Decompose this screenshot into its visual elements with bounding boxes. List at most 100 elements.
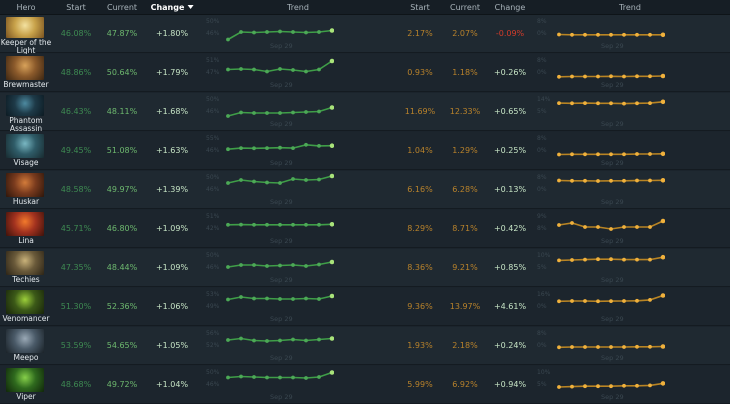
pick-trend-point[interactable] xyxy=(648,344,652,349)
win-trend-point[interactable] xyxy=(278,375,282,380)
pick-trend-point[interactable] xyxy=(660,293,665,298)
win-rate-trend-chart[interactable]: 50% 46% Sep 29 xyxy=(206,15,334,52)
pick-trend-point[interactable] xyxy=(596,384,600,389)
win-rate-trend-chart[interactable]: 53% 49% Sep 29 xyxy=(206,288,334,325)
pick-trend-point[interactable] xyxy=(622,152,626,157)
win-trend-point[interactable] xyxy=(329,222,334,227)
pick-trend-point[interactable] xyxy=(660,344,665,349)
win-trend-point[interactable] xyxy=(226,181,230,185)
pick-trend-point[interactable] xyxy=(660,99,665,105)
pick-trend-point[interactable] xyxy=(660,254,665,260)
pick-trend-point[interactable] xyxy=(622,383,626,388)
pick-trend-point[interactable] xyxy=(660,32,665,38)
hero-name[interactable]: Techies xyxy=(12,275,40,284)
pick-rate-trend-chart[interactable]: 16% 0% Sep 29 xyxy=(537,288,665,325)
pick-trend-point[interactable] xyxy=(596,225,600,229)
pick-trend-point[interactable] xyxy=(635,32,639,37)
pick-trend-point[interactable] xyxy=(648,383,652,388)
win-rate-trend-chart[interactable]: 50% 46% Sep 29 xyxy=(206,93,334,130)
win-trend-point[interactable] xyxy=(317,177,321,182)
win-trend-point[interactable] xyxy=(252,111,256,115)
win-trend-point[interactable] xyxy=(239,263,243,267)
table-row[interactable]: Brewmaster 48.86% 50.64% +1.79% 0.93% 1.18% +0… xyxy=(0,54,730,92)
win-trend-point[interactable] xyxy=(265,146,269,150)
win-rate-trend-chart[interactable]: 55% 46% Sep 29 xyxy=(206,132,334,169)
column-header-hero[interactable]: Hero xyxy=(16,3,36,12)
win-trend-point[interactable] xyxy=(265,264,269,268)
win-trend-point[interactable] xyxy=(226,338,230,342)
pick-trend-point[interactable] xyxy=(635,178,639,183)
pick-trend-point[interactable] xyxy=(635,101,639,106)
win-trend-point[interactable] xyxy=(239,222,243,227)
table-row[interactable]: Lina 45.71% 46.80% +1.09% 8.29% 8.71% +0.42% 51… xyxy=(0,210,730,248)
pick-trend-point[interactable] xyxy=(557,101,561,105)
pick-trend-point[interactable] xyxy=(570,74,574,79)
win-trend-point[interactable] xyxy=(265,111,269,115)
win-trend-point[interactable] xyxy=(278,181,282,185)
hero-name[interactable]: Phantom Assassin xyxy=(9,116,43,133)
viper-portrait[interactable] xyxy=(6,368,44,392)
win-trend-point[interactable] xyxy=(265,222,269,227)
pick-trend-point[interactable] xyxy=(557,178,561,183)
visage-portrait[interactable] xyxy=(6,134,44,158)
pick-trend-point[interactable] xyxy=(648,32,652,37)
pick-rate-trend-chart[interactable]: 8% 0% Sep 29 xyxy=(537,54,665,91)
pick-trend-point[interactable] xyxy=(570,345,574,349)
pick-trend-point[interactable] xyxy=(583,225,587,229)
win-trend-point[interactable] xyxy=(317,337,321,342)
pick-trend-point[interactable] xyxy=(583,101,587,105)
win-rate-trend-chart[interactable]: 51% 42% Sep 29 xyxy=(206,210,334,247)
win-trend-point[interactable] xyxy=(239,295,243,299)
win-trend-point[interactable] xyxy=(265,339,269,343)
pick-trend-point[interactable] xyxy=(660,73,665,79)
pick-trend-point[interactable] xyxy=(609,178,613,183)
pick-trend-point[interactable] xyxy=(570,101,574,106)
hero-cell[interactable]: Viper xyxy=(0,366,52,403)
pick-trend-point[interactable] xyxy=(557,32,561,37)
win-trend-point[interactable] xyxy=(291,263,295,267)
pick-trend-point[interactable] xyxy=(583,32,587,37)
win-trend-point[interactable] xyxy=(329,105,334,110)
win-rate-trend-chart[interactable]: 50% 46% Sep 29 xyxy=(206,366,334,403)
pick-trend-point[interactable] xyxy=(622,178,626,183)
hero-name[interactable]: Huskar xyxy=(12,197,40,206)
hero-name[interactable]: Meepo xyxy=(13,353,39,362)
win-trend-point[interactable] xyxy=(317,222,321,227)
win-trend-point[interactable] xyxy=(291,297,295,301)
win-trend-point[interactable] xyxy=(252,375,256,379)
pick-trend-point[interactable] xyxy=(635,152,639,156)
hero-name[interactable]: Brewmaster xyxy=(3,80,49,89)
win-trend-point[interactable] xyxy=(278,29,282,34)
pick-trend-point[interactable] xyxy=(596,345,600,349)
pick-trend-point[interactable] xyxy=(635,74,639,79)
win-trend-point[interactable] xyxy=(278,297,282,301)
pick-trend-point[interactable] xyxy=(557,345,561,350)
win-rate-trend-chart[interactable]: 56% 52% Sep 29 xyxy=(206,327,334,364)
pick-trend-point[interactable] xyxy=(570,178,574,183)
pick-trend-point[interactable] xyxy=(622,299,626,303)
column-header-pick-current[interactable]: Current xyxy=(449,3,481,12)
pick-trend-point[interactable] xyxy=(622,225,626,229)
hero-cell[interactable]: Brewmaster xyxy=(0,54,52,91)
win-trend-point[interactable] xyxy=(239,67,243,71)
hero-name[interactable]: Venomancer xyxy=(2,314,50,323)
win-trend-point[interactable] xyxy=(304,30,308,35)
win-trend-point[interactable] xyxy=(291,146,295,150)
win-trend-point[interactable] xyxy=(304,376,308,380)
pick-trend-point[interactable] xyxy=(609,74,613,79)
pick-rate-trend-chart[interactable]: 10% 5% Sep 29 xyxy=(537,249,665,286)
huskar-portrait[interactable] xyxy=(6,173,44,197)
table-row[interactable]: Visage 49.45% 51.08% +1.63% 1.04% 1.29% +0.25%… xyxy=(0,132,730,170)
meepo-portrait[interactable] xyxy=(6,329,44,353)
pick-trend-point[interactable] xyxy=(570,32,574,37)
win-trend-point[interactable] xyxy=(239,336,243,341)
pick-trend-point[interactable] xyxy=(622,345,626,349)
pick-trend-point[interactable] xyxy=(635,383,639,388)
pick-trend-point[interactable] xyxy=(622,74,626,79)
pick-trend-point[interactable] xyxy=(660,178,665,183)
win-trend-point[interactable] xyxy=(226,37,230,42)
techies-portrait[interactable] xyxy=(6,251,44,275)
pick-trend-point[interactable] xyxy=(635,257,639,262)
win-trend-point[interactable] xyxy=(226,265,230,269)
pick-trend-point[interactable] xyxy=(570,299,574,303)
